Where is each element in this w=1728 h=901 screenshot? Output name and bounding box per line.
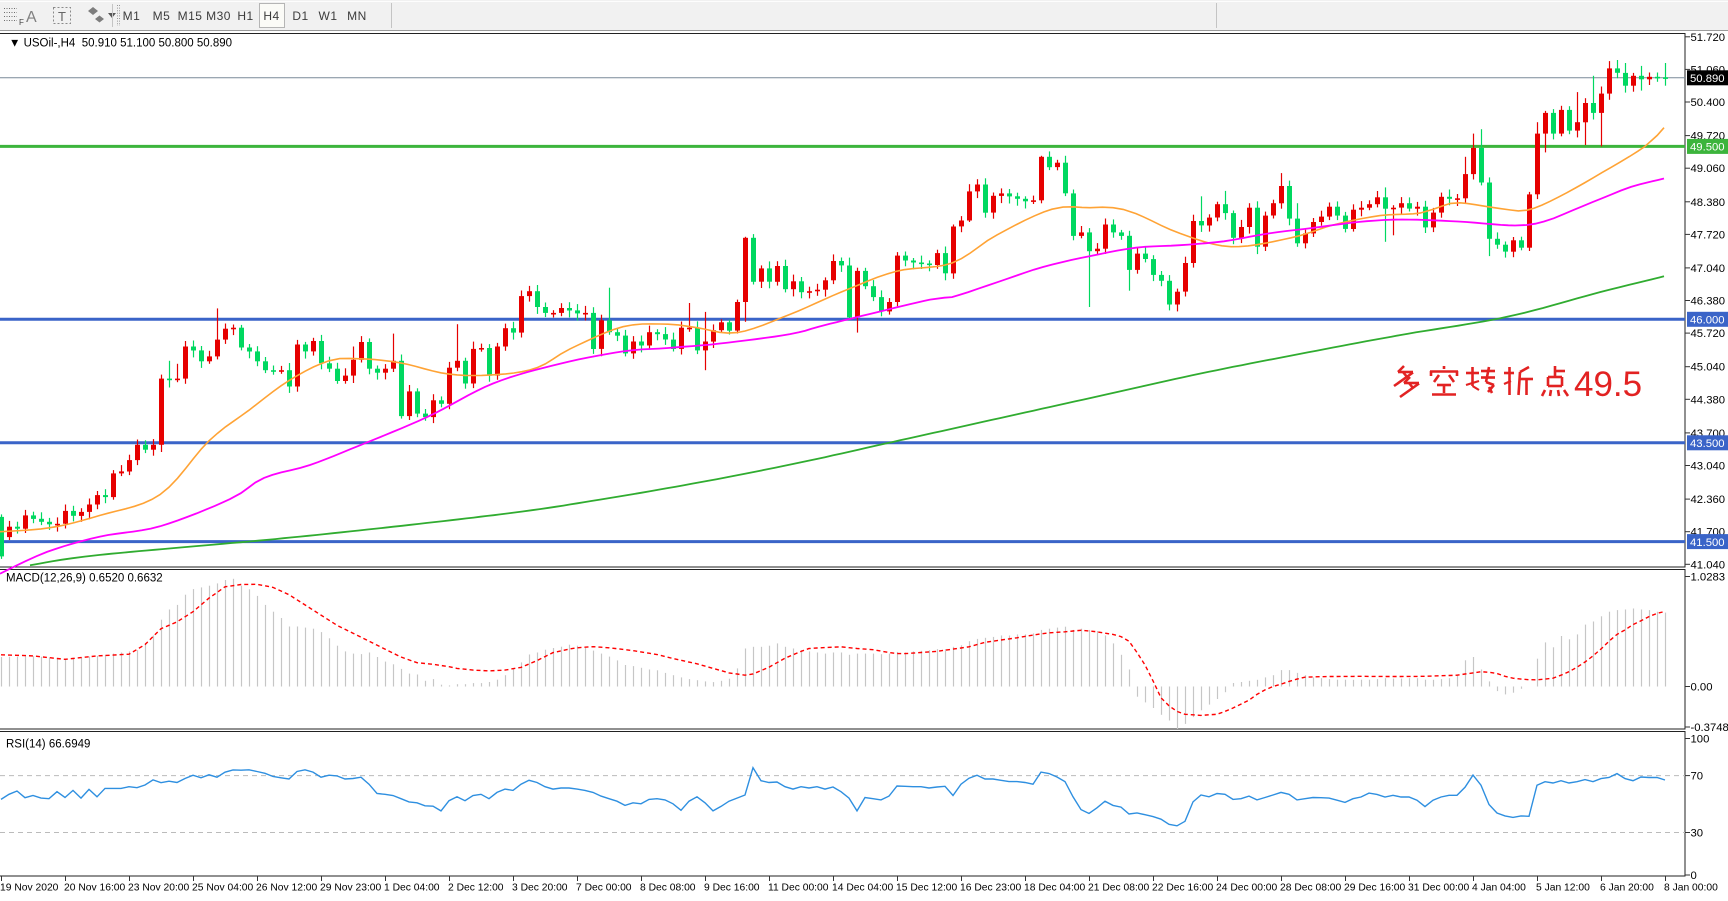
svg-text:8 Dec 08:00: 8 Dec 08:00 [640,883,696,894]
svg-text:M1: M1 [123,9,141,23]
svg-text:48.380: 48.380 [1691,197,1726,209]
svg-text:7 Dec 00:00: 7 Dec 00:00 [576,883,632,894]
svg-text:M15: M15 [178,9,203,23]
svg-text:8 Jan 00:00: 8 Jan 00:00 [1664,883,1718,894]
svg-text:22 Dec 16:00: 22 Dec 16:00 [1152,883,1214,894]
svg-text:MN: MN [347,9,367,23]
svg-text:45.040: 45.040 [1691,362,1726,374]
svg-text:25 Nov 04:00: 25 Nov 04:00 [192,883,254,894]
svg-text:47.040: 47.040 [1691,263,1726,275]
svg-text:A: A [26,9,37,26]
svg-text:45.720: 45.720 [1691,328,1726,340]
svg-text:44.380: 44.380 [1691,394,1726,406]
svg-text:23 Nov 20:00: 23 Nov 20:00 [128,883,190,894]
svg-text:2 Dec 12:00: 2 Dec 12:00 [448,883,504,894]
svg-text:49.5: 49.5 [1574,365,1642,404]
svg-text:1 Dec 04:00: 1 Dec 04:00 [384,883,440,894]
svg-text:43.500: 43.500 [1690,438,1725,450]
svg-text:46.380: 46.380 [1691,296,1726,308]
svg-text:14 Dec 04:00: 14 Dec 04:00 [832,883,894,894]
svg-text:47.720: 47.720 [1691,229,1726,241]
svg-text:31 Dec 00:00: 31 Dec 00:00 [1408,883,1470,894]
svg-text:50.400: 50.400 [1691,97,1726,109]
svg-text:3 Dec 20:00: 3 Dec 20:00 [512,883,568,894]
svg-text:T: T [58,9,66,24]
svg-text:D1: D1 [292,9,308,23]
svg-text:26 Nov 12:00: 26 Nov 12:00 [256,883,318,894]
svg-text:6 Jan 20:00: 6 Jan 20:00 [1600,883,1654,894]
svg-text:H4: H4 [263,9,279,23]
svg-text:51.720: 51.720 [1691,32,1726,44]
svg-text:100: 100 [1691,734,1710,746]
svg-text:18 Dec 04:00: 18 Dec 04:00 [1024,883,1086,894]
svg-text:70: 70 [1691,771,1704,783]
svg-text:43.040: 43.040 [1691,461,1726,473]
svg-text:0.00: 0.00 [1691,682,1713,694]
svg-text:RSI(14) 66.6949: RSI(14) 66.6949 [6,739,90,751]
svg-text:49.060: 49.060 [1691,163,1726,175]
svg-text:19 Nov 2020: 19 Nov 2020 [0,883,59,894]
svg-text:16 Dec 23:00: 16 Dec 23:00 [960,883,1022,894]
svg-text:5 Jan 12:00: 5 Jan 12:00 [1536,883,1590,894]
svg-text:▼ USOil-,H4 50.910 51.100 50.: ▼ USOil-,H4 50.910 51.100 50.800 50.890 [9,38,232,50]
svg-text:30: 30 [1691,828,1704,840]
svg-text:20 Nov 16:00: 20 Nov 16:00 [64,883,126,894]
svg-text:M30: M30 [206,9,231,23]
svg-text:MACD(12,26,9) 0.6520 0.6632: MACD(12,26,9) 0.6520 0.6632 [6,573,163,585]
svg-text:W1: W1 [319,9,338,23]
svg-text:42.360: 42.360 [1691,494,1726,506]
svg-text:15 Dec 12:00: 15 Dec 12:00 [896,883,958,894]
svg-text:0: 0 [1691,870,1697,882]
svg-text:46.000: 46.000 [1690,315,1725,327]
svg-text:41.040: 41.040 [1691,559,1726,571]
svg-text:29 Nov 23:00: 29 Nov 23:00 [320,883,382,894]
svg-text:50.890: 50.890 [1690,73,1725,85]
svg-text:1.0283: 1.0283 [1691,572,1726,584]
svg-text:21 Dec 08:00: 21 Dec 08:00 [1088,883,1150,894]
svg-text:41.500: 41.500 [1690,537,1725,549]
svg-text:9 Dec 16:00: 9 Dec 16:00 [704,883,760,894]
svg-text:-0.3748: -0.3748 [1691,722,1728,734]
svg-text:F: F [19,18,24,27]
svg-text:11 Dec 00:00: 11 Dec 00:00 [768,883,829,894]
svg-text:29 Dec 16:00: 29 Dec 16:00 [1344,883,1406,894]
svg-text:24 Dec 00:00: 24 Dec 00:00 [1216,883,1278,894]
svg-text:M5: M5 [153,9,171,23]
svg-text:49.500: 49.500 [1690,142,1725,154]
svg-text:H1: H1 [237,9,253,23]
svg-text:4 Jan 04:00: 4 Jan 04:00 [1472,883,1526,894]
svg-text:28 Dec 08:00: 28 Dec 08:00 [1280,883,1342,894]
